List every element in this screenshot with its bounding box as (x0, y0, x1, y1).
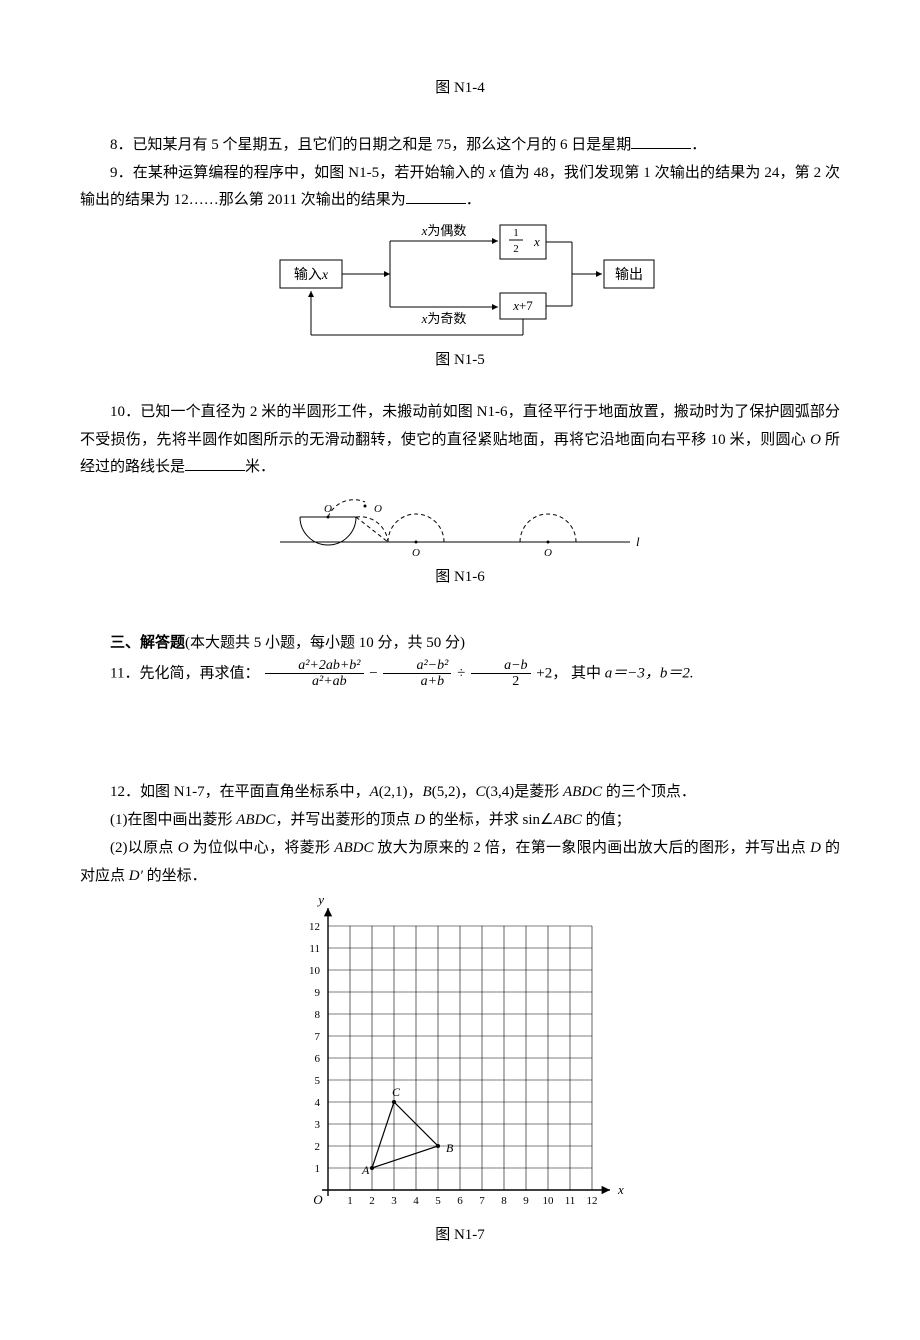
q10-blank (185, 455, 245, 471)
svg-text:3: 3 (315, 1119, 321, 1131)
svg-text:O: O (544, 547, 552, 559)
q8-text-a: 已知某月有 5 个星期五，且它们的日期之和是 75，那么这个月的 6 日是星期 (133, 137, 632, 153)
q10-O: O (810, 432, 821, 448)
q9-text-a: 在某种运算编程的程序中，如图 N1-5，若开始输入的 (133, 165, 489, 181)
svg-text:O: O (374, 503, 382, 515)
svg-text:输出: 输出 (615, 267, 643, 283)
q8-number: 8． (110, 137, 133, 153)
question-8: 8．已知某月有 5 个星期五，且它们的日期之和是 75，那么这个月的 6 日是星… (80, 132, 840, 160)
svg-text:y: y (316, 892, 324, 907)
q9-text-c: ． (466, 192, 481, 208)
svg-text:O: O (412, 547, 420, 559)
q9-number: 9． (110, 165, 133, 181)
svg-text:2: 2 (315, 1141, 321, 1153)
svg-text:x为偶数: x为偶数 (421, 223, 467, 238)
svg-text:12: 12 (587, 1195, 598, 1207)
fig5-caption: 图 N1-5 (80, 347, 840, 375)
q10-text-c: 米． (245, 459, 275, 475)
section-3-title: 三、解答题 (110, 635, 185, 651)
q8-blank (631, 133, 691, 149)
question-12: 12．如图 N1-7，在平面直角坐标系中，A(2,1)，B(5,2)，C(3,4… (80, 779, 840, 807)
section-3-sub: (本大题共 5 小题，每小题 10 分，共 50 分) (185, 635, 465, 651)
svg-text:2: 2 (513, 243, 519, 255)
q9-blank (406, 188, 466, 204)
svg-text:l: l (636, 534, 640, 549)
section-3-heading: 三、解答题(本大题共 5 小题，每小题 10 分，共 50 分) (80, 630, 840, 658)
svg-text:5: 5 (315, 1075, 321, 1087)
svg-text:4: 4 (315, 1097, 321, 1109)
q11-number: 11． (110, 665, 139, 681)
svg-text:C: C (392, 1085, 401, 1099)
fig7-caption: 图 N1-7 (80, 1222, 840, 1250)
svg-text:3: 3 (391, 1195, 397, 1207)
svg-text:A: A (361, 1163, 370, 1177)
svg-text:1: 1 (315, 1163, 321, 1175)
fig-n1-4-caption: 图 N1-4 (80, 75, 840, 103)
svg-text:7: 7 (315, 1031, 321, 1043)
question-11: 11．先化简，再求值： a²+2ab+b²a²+ab − a²−b²a+b ÷ … (80, 658, 840, 690)
question-12-part1: (1)在图中画出菱形 ABDC，并写出菱形的顶点 D 的坐标，并求 sin∠AB… (80, 807, 840, 835)
svg-text:x: x (533, 234, 540, 249)
svg-text:O: O (313, 1192, 323, 1207)
question-12-part2: (2)以原点 O 为位似中心，将菱形 ABDC 放大为原来的 2 倍，在第一象限… (80, 835, 840, 891)
svg-text:10: 10 (309, 965, 321, 977)
svg-text:2: 2 (369, 1195, 375, 1207)
svg-text:11: 11 (309, 943, 320, 955)
q8-text-b: ． (691, 137, 706, 153)
svg-text:输入x: 输入x (294, 267, 329, 283)
svg-text:5: 5 (435, 1195, 441, 1207)
q11-lead: 先化简，再求值： (139, 665, 259, 681)
svg-text:7: 7 (479, 1195, 485, 1207)
svg-text:B: B (446, 1141, 454, 1155)
question-10: 10．已知一个直径为 2 米的半圆形工件，未搬动前如图 N1-6，直径平行于地面… (80, 399, 840, 482)
figure-n1-6: l O O O O (270, 482, 650, 562)
svg-text:x: x (617, 1182, 624, 1197)
figure-n1-5: 输入x x为偶数 x为奇数 1 2 x x+7 输出 (250, 215, 670, 345)
svg-text:6: 6 (457, 1195, 463, 1207)
svg-text:10: 10 (543, 1195, 555, 1207)
svg-text:1: 1 (347, 1195, 353, 1207)
svg-text:1: 1 (513, 227, 519, 239)
q10-number: 10． (110, 404, 140, 420)
svg-text:4: 4 (413, 1195, 419, 1207)
svg-text:O: O (324, 503, 332, 515)
svg-text:11: 11 (565, 1195, 576, 1207)
svg-text:8: 8 (501, 1195, 507, 1207)
fig6-caption: 图 N1-6 (80, 564, 840, 592)
svg-text:6: 6 (315, 1053, 321, 1065)
svg-text:12: 12 (309, 921, 320, 933)
svg-text:x为奇数: x为奇数 (421, 311, 467, 326)
question-9: 9．在某种运算编程的程序中，如图 N1-5，若开始输入的 x 值为 48，我们发… (80, 160, 840, 216)
svg-text:9: 9 (523, 1195, 529, 1207)
q10-text-a: 已知一个直径为 2 米的半圆形工件，未搬动前如图 N1-6，直径平行于地面放置，… (80, 404, 840, 448)
svg-text:8: 8 (315, 1009, 321, 1021)
figure-n1-7: xyO123456789101112123456789101112ABC (280, 890, 640, 1220)
q9-x: x (489, 165, 496, 181)
svg-text:x+7: x+7 (512, 298, 533, 313)
svg-text:9: 9 (315, 987, 321, 999)
q12-number: 12． (110, 784, 140, 800)
